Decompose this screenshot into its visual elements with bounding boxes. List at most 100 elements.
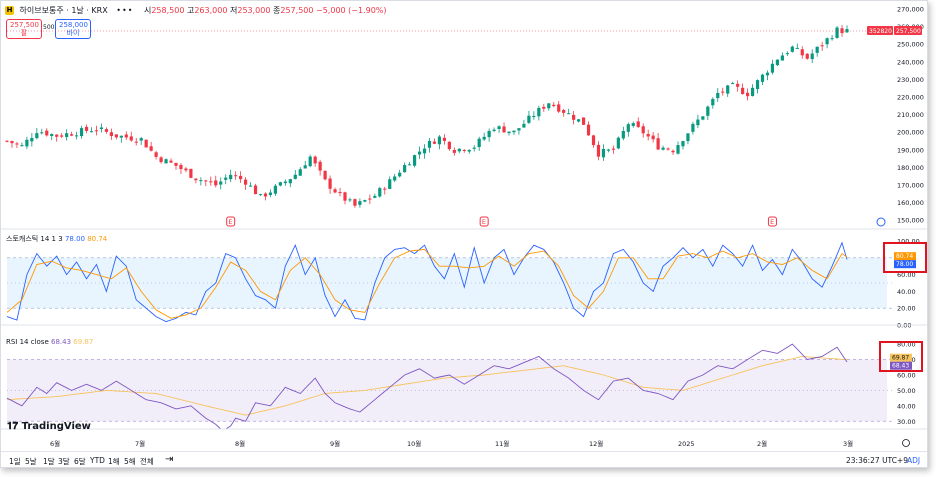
candle-body	[497, 126, 501, 130]
time-tick-label: 2025	[678, 440, 695, 448]
candle-body	[765, 72, 770, 76]
range-1d[interactable]: 1일	[9, 457, 21, 466]
ohlc-readout: 시258,500 고263,000 저253,000 종257,500 −5,0…	[143, 6, 387, 15]
candle-body	[452, 149, 456, 153]
chart-window: H 하이브보통주 · 1날 · KRX ••• 시258,500 고263,00…	[0, 0, 928, 468]
stoch-tick-label: 20.00	[897, 305, 916, 313]
candle-body	[353, 199, 357, 206]
time-tick-label: 12월	[589, 439, 603, 448]
candle-body	[631, 123, 635, 126]
stoch-legend[interactable]: 스토캐스틱 14 1 3 78.00 80.74	[6, 235, 108, 243]
rsi-legend[interactable]: RSI 14 close 68.43 69.87	[6, 338, 94, 346]
time-tick-label: 7월	[135, 439, 145, 448]
candle-body	[94, 130, 99, 132]
candle-body	[368, 198, 372, 200]
countdown-tag-label: 352820	[869, 28, 892, 35]
price-tick-label: 250,000	[897, 41, 924, 49]
candle-body	[204, 180, 208, 182]
price-tick-label: 270,000	[897, 6, 924, 14]
more-icon[interactable]: •••	[116, 6, 134, 15]
price-tick-label: 170,000	[897, 182, 924, 190]
rsi-tag-label: 68.43	[892, 363, 909, 370]
range-5y[interactable]: 5해	[124, 457, 136, 466]
candle-body	[676, 145, 680, 154]
candle-body	[239, 175, 243, 180]
range-1y[interactable]: 1해	[108, 457, 120, 466]
adj-toggle[interactable]: ADJ	[907, 456, 921, 465]
clock-readout[interactable]: 23:36:27 UTC+9	[846, 456, 908, 465]
candle-body	[338, 192, 342, 194]
candle-body	[666, 148, 670, 150]
sell-button[interactable]: 257,500 팔	[6, 19, 42, 39]
candle-body	[363, 200, 367, 202]
candle-body	[89, 131, 94, 133]
candle-body	[248, 185, 253, 187]
chart-canvas[interactable]: 270,000260,000250,000240,000230,000220,0…	[1, 1, 927, 451]
buy-button[interactable]: 258,000 바이	[55, 19, 91, 39]
candle-body	[547, 103, 551, 109]
candle-body	[716, 92, 720, 99]
candle-body	[626, 124, 630, 132]
range-6m[interactable]: 6달	[74, 457, 86, 466]
range-ytd[interactable]: YTD	[90, 456, 105, 465]
candle-body	[333, 189, 337, 193]
rsi-ma-line	[6, 355, 848, 416]
candle-body	[119, 135, 123, 138]
price-tick-label: 230,000	[897, 76, 924, 84]
candle-body	[770, 63, 775, 73]
candle-body	[447, 141, 451, 150]
range-1m[interactable]: 1달	[43, 457, 55, 466]
candle-body	[343, 192, 347, 201]
time-tick-label: 8월	[235, 439, 245, 448]
candle-body	[209, 181, 213, 183]
candle-body	[681, 141, 685, 147]
rsi-tick-label: 50.00	[897, 387, 916, 395]
candle-body	[512, 130, 516, 133]
candle-body	[820, 45, 824, 47]
candle-body	[283, 181, 287, 184]
candle-body	[721, 91, 725, 93]
candle-body	[243, 179, 248, 185]
bottom-toolbar: 1일 5날 1달 3달 6달 YTD 1해 5해 전체 ⇥ 23:36:27 U…	[1, 451, 927, 467]
price-tick-label: 200,000	[897, 129, 924, 137]
candle-body	[99, 127, 104, 130]
candle-body	[805, 53, 809, 59]
stoch-d-tag-label: 80.74	[896, 253, 913, 260]
time-axis: 6월 7월 8월 9월 10월 11월 12월 2025 2월 3월	[50, 439, 910, 448]
time-tick-label: 6월	[50, 439, 60, 448]
candle-body	[815, 46, 819, 53]
candle-body	[139, 138, 143, 141]
stoch-k-tag	[894, 260, 916, 269]
candle-body	[686, 133, 690, 142]
candle-body	[462, 149, 466, 151]
range-3m[interactable]: 3달	[58, 457, 70, 466]
candle-body	[328, 178, 332, 189]
candle-body	[35, 133, 39, 139]
date-range-icon[interactable]: ⇥	[165, 454, 174, 465]
candle-body	[318, 161, 322, 171]
earnings-marker-label: E	[228, 218, 232, 226]
candle-body	[726, 85, 730, 94]
earnings-marker	[767, 216, 777, 227]
stoch-tick-label: 100.00	[897, 238, 920, 246]
candle-body	[253, 185, 258, 195]
candle-body	[45, 130, 49, 136]
candle-body	[293, 174, 297, 179]
candle-body	[785, 53, 789, 55]
rsi-tick-label: 80.00	[897, 341, 916, 349]
candle-body	[50, 134, 54, 136]
candle-body	[313, 156, 317, 164]
candle-body	[621, 130, 625, 139]
rsi-ma-tag-label: 69.87	[892, 355, 909, 362]
range-all[interactable]: 전체	[140, 457, 154, 466]
candle-body	[219, 181, 223, 185]
candle-body	[800, 49, 804, 56]
time-tick-label: 2월	[757, 439, 767, 448]
candle-body	[427, 140, 432, 148]
symbol-title[interactable]: 하이브보통주 · 1날 · KRX	[19, 6, 108, 15]
rsi-line	[6, 343, 848, 430]
candle-body	[10, 141, 14, 144]
candle-body	[393, 176, 397, 181]
range-5d[interactable]: 5날	[25, 457, 37, 466]
candle-body	[581, 117, 586, 125]
